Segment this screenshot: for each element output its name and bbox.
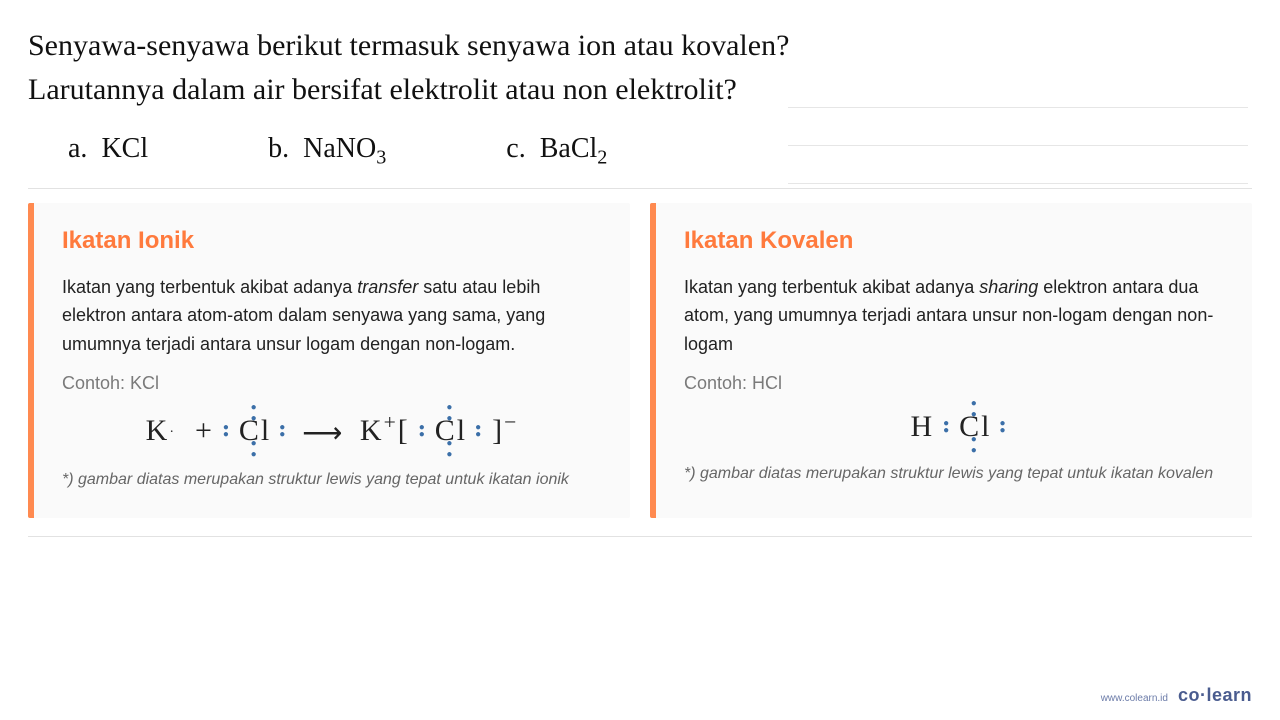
card-desc: Ikatan yang terbentuk akibat adanya tran… (62, 273, 602, 359)
card-example-label: Contoh: KCl (62, 373, 602, 394)
ruled-line (788, 108, 1248, 146)
card-title: Ikatan Kovalen (684, 227, 1224, 255)
lewis-structure-ionic: K· + ● ● ●● Cl ●● ● ● ⟶ K+[ ● ● ●● Cl ●●… (62, 410, 602, 450)
footer: www.colearn.id co·learn (1101, 685, 1252, 706)
card-desc: Ikatan yang terbentuk akibat adanya shar… (684, 273, 1224, 359)
card-example-label: Contoh: HCl (684, 373, 1224, 394)
brand-logo: co·learn (1178, 685, 1252, 706)
option-formula: BaCl2 (540, 133, 608, 170)
ruled-line (788, 70, 1248, 108)
ruled-lines-area (788, 70, 1248, 184)
option-formula: KCl (101, 133, 148, 165)
ruled-line (788, 146, 1248, 184)
option-letter: b. (268, 133, 289, 165)
card-note: *) gambar diatas merupakan struktur lewi… (684, 462, 1224, 486)
card-covalent: Ikatan Kovalen Ikatan yang terbentuk aki… (650, 203, 1252, 519)
card-ionic: Ikatan Ionik Ikatan yang terbentuk akiba… (28, 203, 630, 519)
card-title: Ikatan Ionik (62, 227, 602, 255)
option-c: c. BaCl2 (506, 133, 607, 170)
option-letter: c. (506, 133, 525, 165)
lewis-structure-covalent: H ● ● ●● Cl ●● ● ● (684, 410, 1224, 444)
option-formula: NaNO3 (303, 133, 386, 170)
cards-row: Ikatan Ionik Ikatan yang terbentuk akiba… (28, 203, 1252, 519)
footer-url: www.colearn.id (1101, 693, 1168, 704)
footer-divider (28, 536, 1252, 537)
question-text: Senyawa-senyawa berikut termasuk senyawa… (28, 24, 818, 111)
card-note: *) gambar diatas merupakan struktur lewi… (62, 468, 602, 492)
option-letter: a. (68, 133, 87, 165)
page: Senyawa-senyawa berikut termasuk senyawa… (0, 0, 1280, 720)
option-b: b. NaNO3 (268, 133, 386, 170)
divider (28, 188, 1252, 189)
option-a: a. KCl (68, 133, 148, 170)
